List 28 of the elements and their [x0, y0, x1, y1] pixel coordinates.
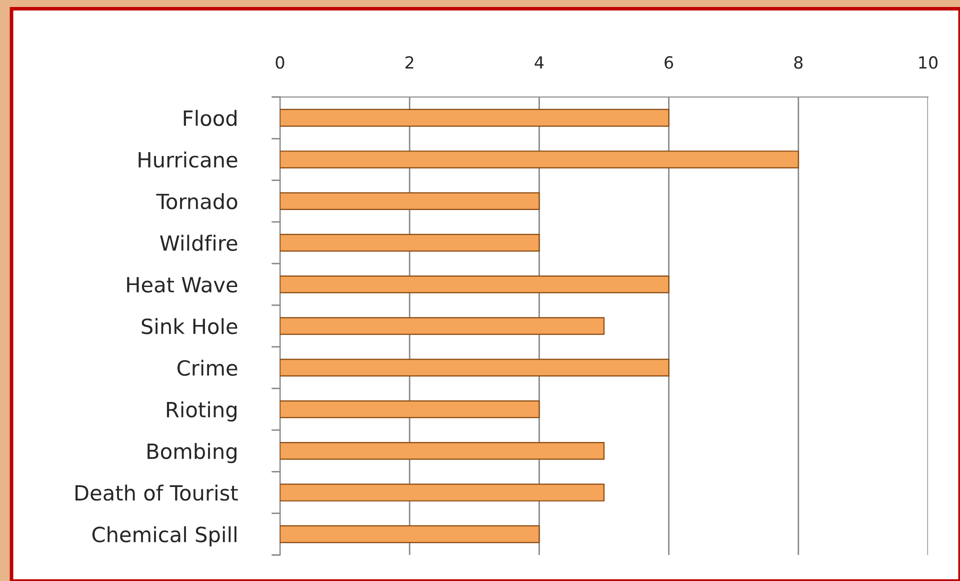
y-tick-label: Chemical Spill: [92, 526, 236, 546]
bar: [280, 358, 670, 377]
y-tick-label: Hurricane: [138, 152, 238, 168]
bar: [280, 234, 540, 252]
x-tick-label: 0: [276, 56, 284, 69]
bar: [280, 484, 605, 502]
y-tick-label: Wildfire: [160, 234, 238, 251]
bar: [280, 192, 540, 210]
bar: [280, 400, 540, 418]
y-tick-label: Tornado: [156, 193, 238, 210]
y-tick-label: Crime: [177, 360, 238, 376]
bar: [280, 525, 540, 544]
bar: [280, 150, 799, 168]
y-tick-label: Heat Wave: [127, 277, 238, 293]
x-tick-label: 10: [919, 56, 938, 69]
x-tick-label: 8: [794, 56, 803, 69]
y-tick-label: Death of Tourist: [76, 484, 238, 501]
bar: [280, 317, 605, 335]
y-tick-label: Sink Hole: [142, 318, 238, 334]
x-tick-label: 6: [664, 56, 674, 69]
y-tick-label: Flood: [184, 110, 236, 126]
bar: [280, 275, 670, 294]
bar: [280, 108, 670, 127]
x-tick-label: 4: [534, 56, 544, 69]
x-tick-label: 2: [406, 56, 414, 69]
bar: [280, 442, 605, 460]
y-tick-label: Bombing: [148, 442, 236, 464]
y-tick-label: Rioting: [166, 401, 236, 422]
